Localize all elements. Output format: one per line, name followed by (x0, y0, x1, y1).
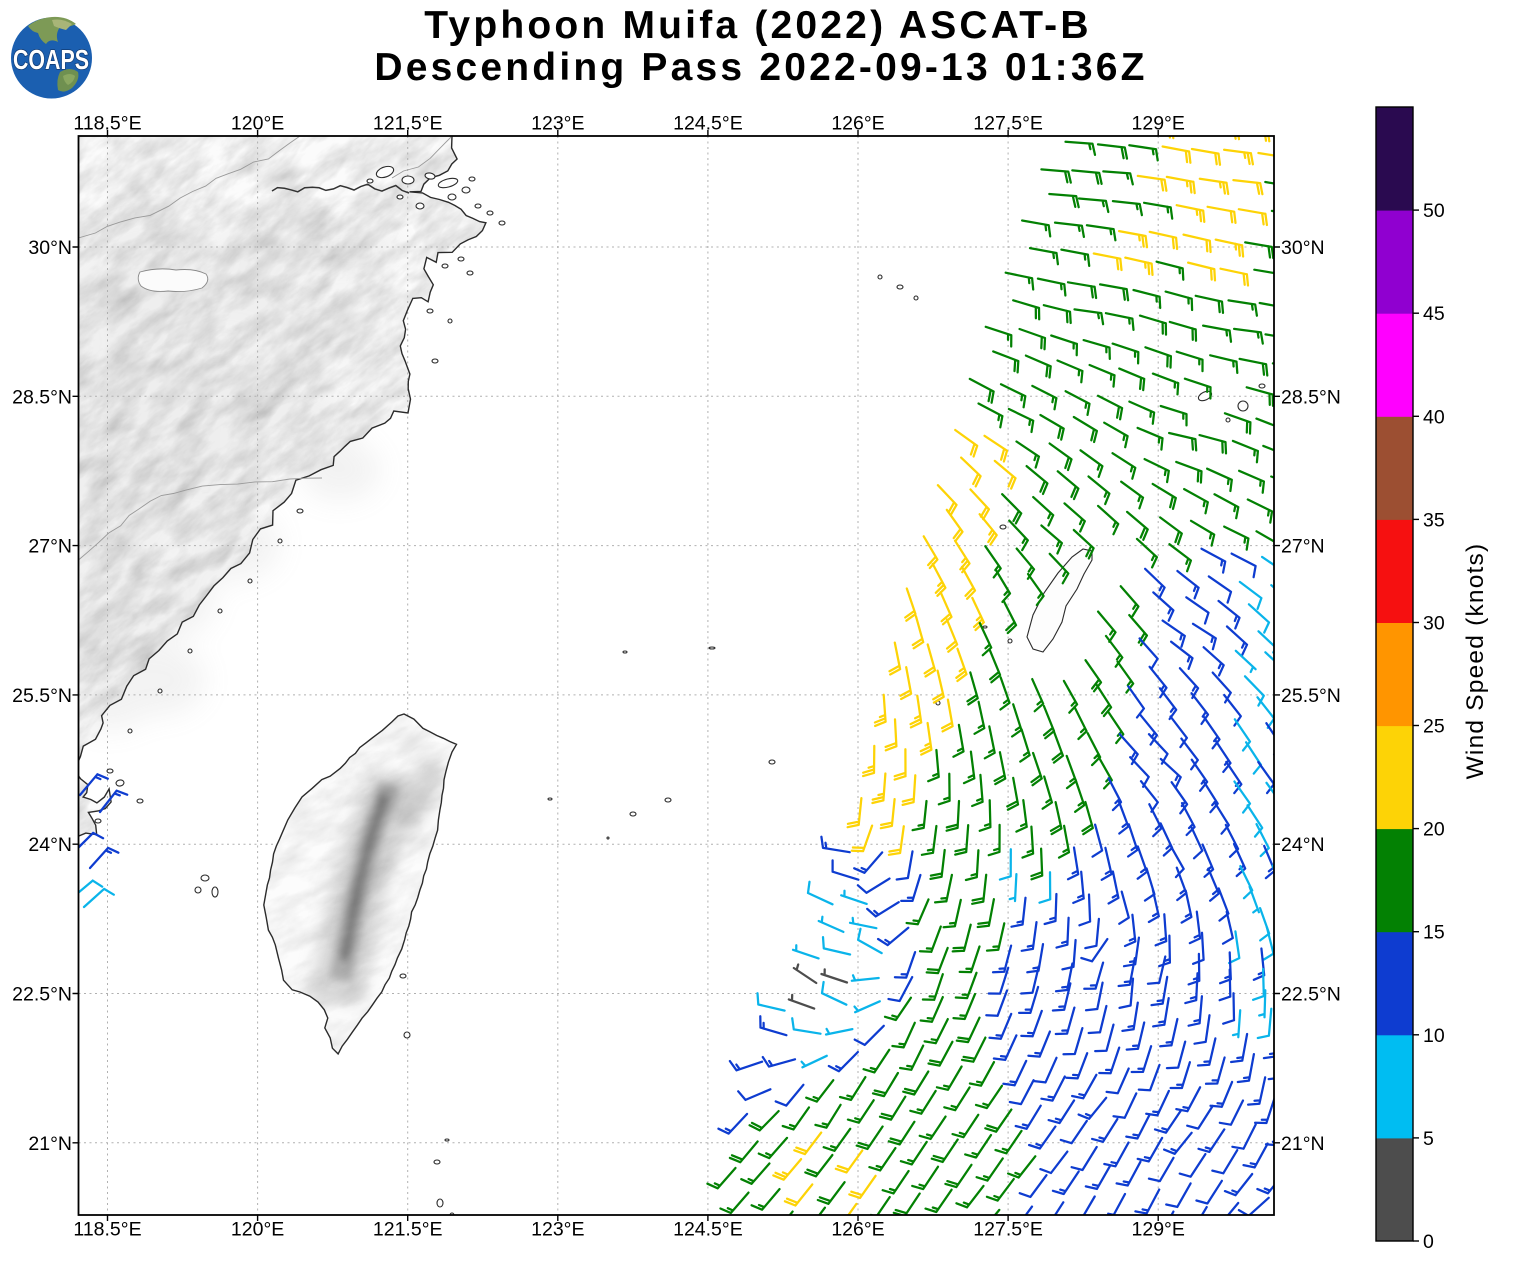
svg-text:COAPS: COAPS (13, 44, 89, 75)
svg-text:35: 35 (1423, 509, 1445, 531)
svg-text:25.5°N: 25.5°N (1281, 685, 1341, 707)
svg-text:22.5°N: 22.5°N (12, 984, 72, 1006)
svg-text:Typhoon Muifa (2022) ASCAT-B: Typhoon Muifa (2022) ASCAT-B (424, 4, 1091, 47)
svg-text:126°E: 126°E (831, 113, 884, 135)
svg-text:24°N: 24°N (28, 834, 72, 856)
svg-text:129°E: 129°E (1132, 1219, 1185, 1241)
svg-text:24°N: 24°N (1281, 834, 1325, 856)
svg-text:124.5°E: 124.5°E (673, 1219, 743, 1241)
svg-text:129°E: 129°E (1132, 113, 1185, 135)
svg-text:40: 40 (1423, 406, 1445, 428)
svg-text:120°E: 120°E (231, 113, 284, 135)
svg-text:21°N: 21°N (28, 1133, 72, 1155)
svg-text:126°E: 126°E (831, 1219, 884, 1241)
svg-text:123°E: 123°E (531, 113, 584, 135)
svg-text:10: 10 (1423, 1025, 1445, 1047)
svg-text:127.5°E: 127.5°E (973, 1219, 1043, 1241)
svg-text:123°E: 123°E (531, 1219, 584, 1241)
svg-text:118.5°E: 118.5°E (73, 113, 141, 135)
svg-text:121.5°E: 121.5°E (373, 113, 443, 135)
svg-text:27°N: 27°N (28, 536, 72, 558)
svg-text:121.5°E: 121.5°E (373, 1219, 443, 1241)
svg-text:20: 20 (1423, 819, 1445, 841)
svg-text:25: 25 (1423, 716, 1445, 738)
svg-text:25.5°N: 25.5°N (12, 685, 72, 707)
svg-text:21°N: 21°N (1281, 1133, 1325, 1155)
svg-text:15: 15 (1423, 922, 1445, 944)
svg-text:0: 0 (1423, 1231, 1434, 1253)
svg-text:118.5°E: 118.5°E (73, 1219, 141, 1241)
svg-text:45: 45 (1423, 303, 1445, 325)
svg-text:120°E: 120°E (231, 1219, 284, 1241)
svg-text:30: 30 (1423, 613, 1445, 635)
svg-text:22.5°N: 22.5°N (1281, 984, 1341, 1006)
svg-text:Wind Speed (knots): Wind Speed (knots) (1462, 543, 1489, 780)
svg-text:27°N: 27°N (1281, 536, 1325, 558)
svg-text:Descending Pass 2022-09-13 01:: Descending Pass 2022-09-13 01:36Z (374, 46, 1147, 89)
svg-text:30°N: 30°N (1281, 237, 1325, 259)
svg-text:28.5°N: 28.5°N (1281, 386, 1341, 408)
svg-text:28.5°N: 28.5°N (12, 386, 72, 408)
svg-text:30°N: 30°N (28, 237, 72, 259)
svg-text:124.5°E: 124.5°E (673, 113, 743, 135)
svg-text:5: 5 (1423, 1128, 1434, 1150)
svg-text:50: 50 (1423, 200, 1445, 222)
svg-text:127.5°E: 127.5°E (973, 113, 1043, 135)
